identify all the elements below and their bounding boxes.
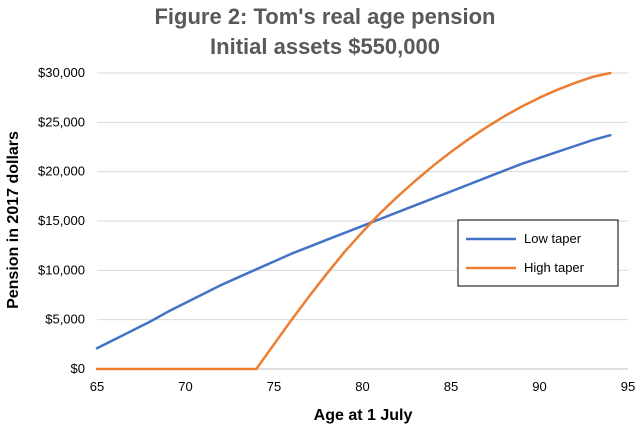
chart-title-line-1: Figure 2: Tom's real age pension xyxy=(154,4,495,29)
x-tick-label: 85 xyxy=(444,379,458,394)
legend-box xyxy=(457,219,619,287)
x-tick-label: 80 xyxy=(355,379,369,394)
legend: Low taper High taper xyxy=(457,219,619,287)
y-tick-label: $10,000 xyxy=(38,262,85,277)
y-tick-label: $15,000 xyxy=(38,213,85,228)
x-tick-label: 75 xyxy=(267,379,281,394)
series-lines xyxy=(95,71,612,371)
y-axis-tick-labels: $0 $5,000 $10,000 $15,000 $20,000 $25,000 $30,… xyxy=(38,65,85,376)
y-tick-label: $30,000 xyxy=(38,65,85,80)
x-axis-title: Age at 1 July xyxy=(314,407,413,424)
x-tick-label: 65 xyxy=(90,379,104,394)
y-axis-title: Pension in 2017 dollars xyxy=(5,131,22,309)
y-tick-label: $5,000 xyxy=(45,312,85,327)
y-tick-label: $25,000 xyxy=(38,114,85,129)
legend-label-low-taper: Low taper xyxy=(524,231,582,246)
x-tick-label: 95 xyxy=(621,379,635,394)
y-tick-label: $20,000 xyxy=(38,164,85,179)
y-tick-label: $0 xyxy=(71,361,85,376)
chart-title-line-2: Initial assets $550,000 xyxy=(210,34,440,59)
x-tick-label: 70 xyxy=(178,379,192,394)
series-line-high-taper xyxy=(95,71,612,371)
x-axis-tick-labels: 65 70 75 80 85 90 95 xyxy=(90,379,635,394)
x-tick-label: 90 xyxy=(532,379,546,394)
gridlines xyxy=(97,72,628,321)
legend-label-high-taper: High taper xyxy=(524,260,585,275)
series-line-low-taper xyxy=(95,133,612,350)
